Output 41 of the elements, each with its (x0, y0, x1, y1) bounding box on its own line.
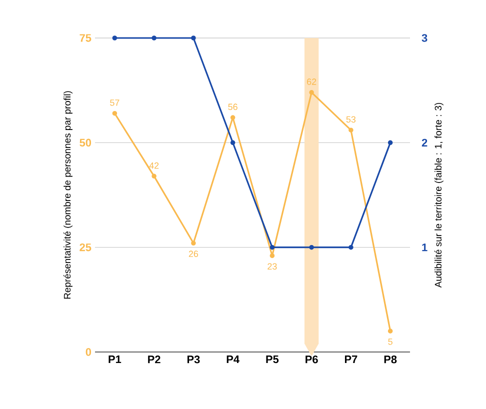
x-tick-label: P7 (344, 356, 358, 364)
y-axis-title: Représentativité (nombre de personnes par profil) (64, 91, 72, 299)
x-tick-label: P3 (187, 356, 200, 364)
y2-tick-label: 2 (422, 138, 428, 146)
point (112, 110, 118, 116)
y-tick-label: 75 (80, 34, 92, 42)
x-tick-label: P6 (306, 356, 318, 364)
x-tick-label: P2 (148, 356, 160, 364)
point (112, 36, 118, 40)
x-tick-label: P4 (226, 356, 240, 364)
point (270, 244, 275, 250)
x-tick-label: P8 (384, 356, 397, 364)
point (388, 328, 393, 334)
y2-tick-label: 1 (422, 244, 428, 252)
data-label: 62 (307, 78, 316, 85)
point (230, 140, 236, 146)
point (230, 115, 236, 120)
point (348, 244, 354, 250)
y-tick-label: 25 (80, 243, 92, 252)
data-label: 5 (388, 338, 392, 345)
y-tick-label: 50 (80, 138, 92, 147)
point (152, 174, 156, 179)
point (191, 240, 196, 246)
point (270, 253, 275, 258)
y2-tick-label: 3 (422, 34, 428, 42)
data-label: 53 (346, 116, 356, 123)
x-tick-label: P5 (266, 356, 279, 364)
data-label: 56 (228, 104, 238, 110)
y-tick-label: 0 (86, 348, 92, 356)
data-label: 26 (188, 250, 198, 258)
data-label: 42 (149, 162, 159, 169)
point (348, 128, 354, 133)
x-tick-label: P1 (108, 356, 122, 364)
point (191, 36, 196, 40)
point (309, 244, 314, 250)
point (388, 140, 393, 146)
y2-axis-title: Audibilité sur le territoire (faible : 1, forte : 3) (434, 102, 444, 288)
data-label: 23 (268, 263, 277, 270)
point (309, 90, 314, 95)
data-label: 57 (110, 100, 120, 106)
point (152, 36, 156, 40)
